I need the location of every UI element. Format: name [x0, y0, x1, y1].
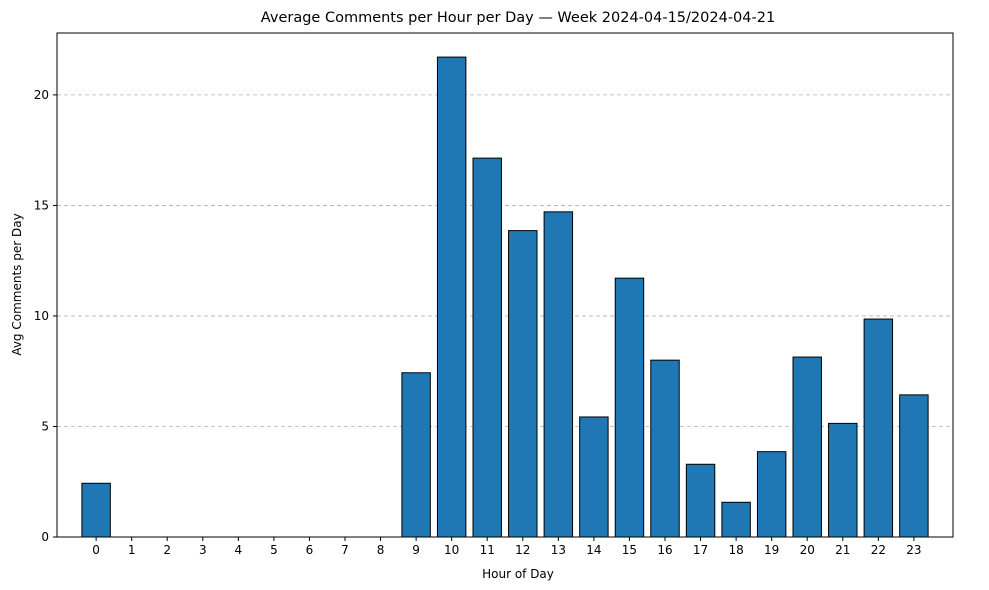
bar: [899, 394, 929, 538]
y-tick-label: 5: [41, 419, 49, 433]
bar: [472, 157, 502, 538]
x-tick-label: 21: [835, 543, 850, 557]
bar: [401, 372, 431, 538]
bar: [685, 463, 716, 538]
y-axis-label: Avg Comments per Day: [10, 213, 24, 355]
bar: [614, 277, 645, 538]
x-tick-label: 14: [586, 543, 601, 557]
y-tick-label: 10: [34, 309, 49, 323]
x-tick-label: 12: [515, 543, 530, 557]
y-tick-label: 0: [41, 530, 49, 544]
x-tick-label: 7: [341, 543, 349, 557]
y-tick-label: 15: [34, 198, 49, 212]
plot-frame: [56, 32, 954, 538]
bar: [863, 318, 894, 538]
x-tick-label: 8: [377, 543, 385, 557]
x-axis-label: Hour of Day: [482, 567, 554, 581]
bar: [508, 230, 538, 538]
x-tick-label: 23: [906, 543, 921, 557]
chart-title: Average Comments per Hour per Day — Week…: [261, 10, 775, 26]
y-axis-ticks: 0 5 10 15 20: [34, 88, 57, 544]
x-tick-label: 15: [622, 543, 637, 557]
bar: [543, 211, 574, 538]
x-tick-label: 9: [412, 543, 420, 557]
x-tick-label: 22: [871, 543, 886, 557]
bar: [436, 56, 467, 538]
x-tick-label: 18: [728, 543, 743, 557]
bar: [828, 422, 858, 538]
x-tick-label: 19: [764, 543, 779, 557]
x-axis-ticks: 0 1 2 3 4 5 6 7 8 9 10 11 12 13 14 15 16 17 18 19 20 21 22 23: [92, 537, 922, 557]
grid-lines: [57, 94, 953, 427]
x-tick-label: 0: [92, 543, 100, 557]
x-tick-label: 1: [128, 543, 136, 557]
x-tick-label: 4: [235, 543, 243, 557]
x-tick-label: 20: [800, 543, 815, 557]
x-tick-label: 13: [551, 543, 566, 557]
x-tick-label: 17: [693, 543, 708, 557]
x-tick-label: 5: [270, 543, 278, 557]
x-tick-label: 6: [306, 543, 314, 557]
x-tick-label: 10: [444, 543, 459, 557]
y-tick-label: 20: [34, 88, 49, 102]
bar: [81, 482, 111, 538]
bar: [756, 451, 787, 538]
bar: [579, 416, 609, 538]
x-tick-label: 11: [480, 543, 495, 557]
bar: [792, 356, 822, 538]
bar: [650, 359, 680, 538]
bar: [721, 501, 751, 538]
x-tick-label: 3: [199, 543, 207, 557]
x-tick-label: 16: [657, 543, 672, 557]
x-tick-label: 2: [163, 543, 171, 557]
